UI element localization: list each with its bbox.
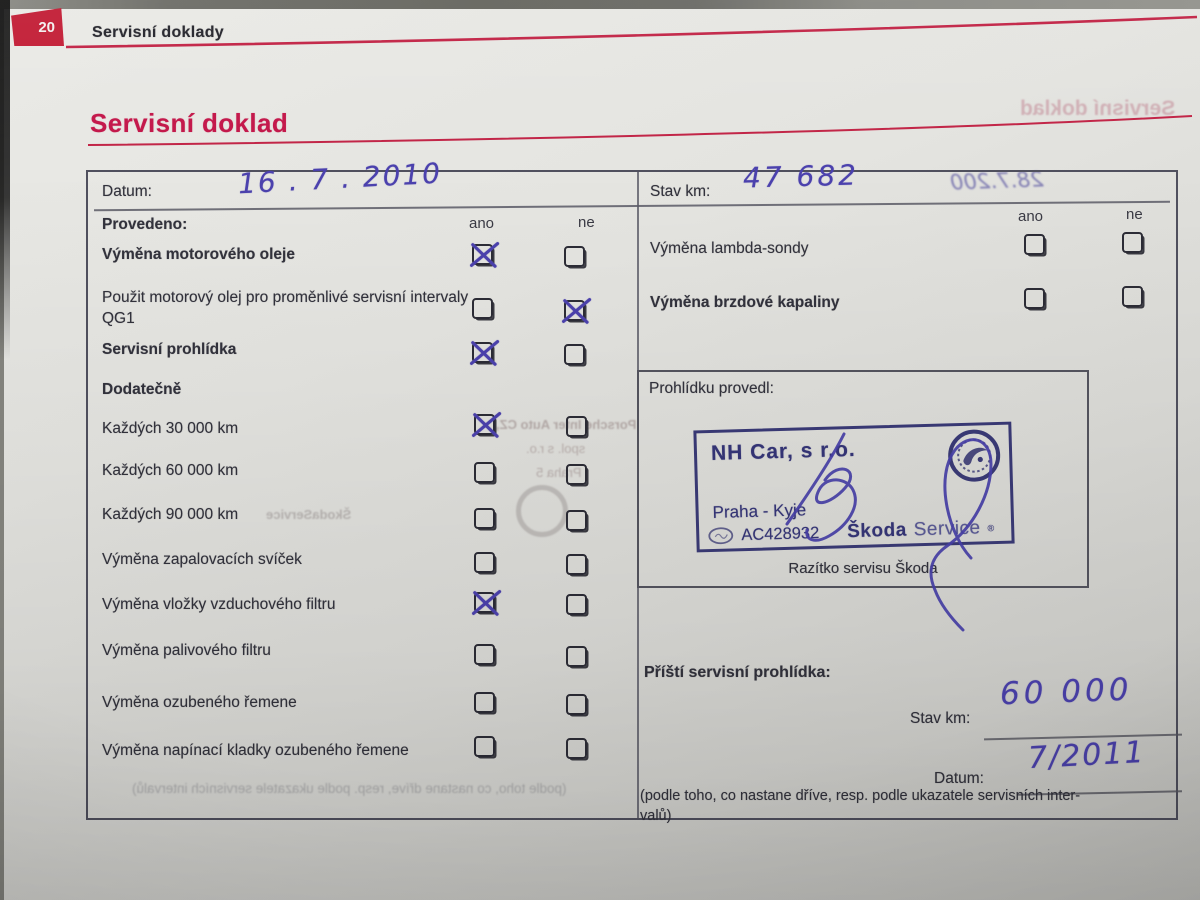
next-stav-km-handwritten: 60 000 [999, 671, 1134, 713]
dodatecne-label: Dodatečně [102, 381, 182, 398]
provedeno-label: Provedeno: [102, 216, 188, 233]
checkbox-ne [566, 554, 587, 575]
row-label: Výměna vložky vzduchového filtru [102, 596, 336, 613]
book-page: Servisní doklad 28.7.200 Porsche Inter A… [4, 9, 1200, 900]
next-datum-handwritten: 7/2011 [1027, 734, 1147, 777]
note-line1: (podle toho, co nastane dříve, resp. pod… [640, 788, 1081, 804]
column-header-ano: ano [469, 215, 495, 232]
checkbox-ano [1024, 288, 1045, 309]
row-label: Výměna zapalovacích svíček [102, 551, 302, 568]
next-datum-label: Datum: [934, 770, 984, 787]
bleed-title-ghost: Servisní doklad [1020, 97, 1176, 120]
datum-label: Datum: [102, 183, 152, 200]
stamp-code-row: AC428932 Škoda Service ® [707, 517, 995, 547]
row-label: Výměna palivového filtru [102, 642, 271, 659]
checkbox-ne [566, 594, 587, 615]
checkbox-ano [474, 644, 495, 665]
stav-km-label: Stav km: [650, 183, 711, 200]
checkbox-ano [474, 736, 495, 757]
checkbox-ano [474, 692, 495, 713]
row-label: Každých 30 000 km [102, 420, 239, 437]
checkbox-ano [474, 414, 495, 435]
checkbox-ne [566, 694, 587, 715]
checkbox-ano [474, 592, 495, 613]
stamp-section: Prohlídku provedl: NH Car, s r.o. Praha … [637, 370, 1089, 632]
chapter-header: Servisní doklady [92, 24, 224, 41]
next-service-note: (podle toho, co nastane dříve, resp. pod… [640, 786, 1188, 826]
checkbox-ano [472, 298, 493, 319]
page-number-tab: 20 [11, 8, 64, 46]
page-number: 20 [38, 18, 55, 36]
column-header-ano: ano [1018, 208, 1044, 225]
row-label: Servisní prohlídka [102, 341, 237, 358]
signature [785, 432, 993, 632]
checkbox-ne [564, 344, 585, 365]
checkbox-ne [564, 246, 585, 267]
stamp-caption: Razítko servisu Škoda [788, 560, 938, 577]
checkbox-ne [1122, 232, 1143, 253]
row-label: Každých 90 000 km [102, 506, 239, 523]
row-label: Výměna lambda-sondy [650, 240, 809, 257]
checkbox-ne [564, 300, 585, 321]
row-label: Výměna ozubeného řemene [102, 694, 297, 711]
checkbox-ano [472, 342, 493, 363]
checkbox-ano [472, 244, 493, 265]
checkbox-ne [566, 510, 587, 531]
row-label: Výměna napínací kladky ozubeného řemene [102, 742, 409, 759]
photo-background-strip [0, 0, 1200, 10]
checkbox-ano [474, 462, 495, 483]
checkbox-ano [1024, 234, 1045, 255]
stamp-oval-icon [708, 527, 734, 545]
row-label: Každých 60 000 km [102, 462, 239, 479]
checkbox-ne [566, 416, 587, 437]
row-label: Použit motorový olej pro proměnlivé serv… [102, 289, 469, 327]
checkbox-ne [566, 738, 587, 759]
column-header-ne: ne [578, 214, 595, 231]
checkbox-ne [1122, 286, 1143, 307]
checkbox-ne [566, 646, 587, 667]
stav-km-handwritten-value: 47 682 [742, 158, 860, 195]
checkbox-ano [474, 552, 495, 573]
next-stav-km-label: Stav km: [910, 710, 971, 727]
prohlidku-provedl-label: Prohlídku provedl: [649, 380, 774, 397]
column-header-ne: ne [1126, 206, 1143, 223]
checkbox-ne [566, 464, 587, 485]
checkbox-ano [474, 508, 495, 529]
service-record-box: Datum: 16 . 7 . 2010 Provedeno: ano ne V… [86, 157, 1183, 824]
next-service-title: Příští servisní prohlídka: [644, 664, 831, 681]
page-edge-shadow [0, 0, 10, 360]
row-label: Výměna motorového oleje [102, 246, 295, 263]
note-line2: valů) [640, 808, 672, 824]
datum-row-rule [94, 200, 1170, 212]
page-title: Servisní doklad [90, 108, 289, 138]
row-label: Výměna brzdové kapaliny [650, 294, 840, 311]
